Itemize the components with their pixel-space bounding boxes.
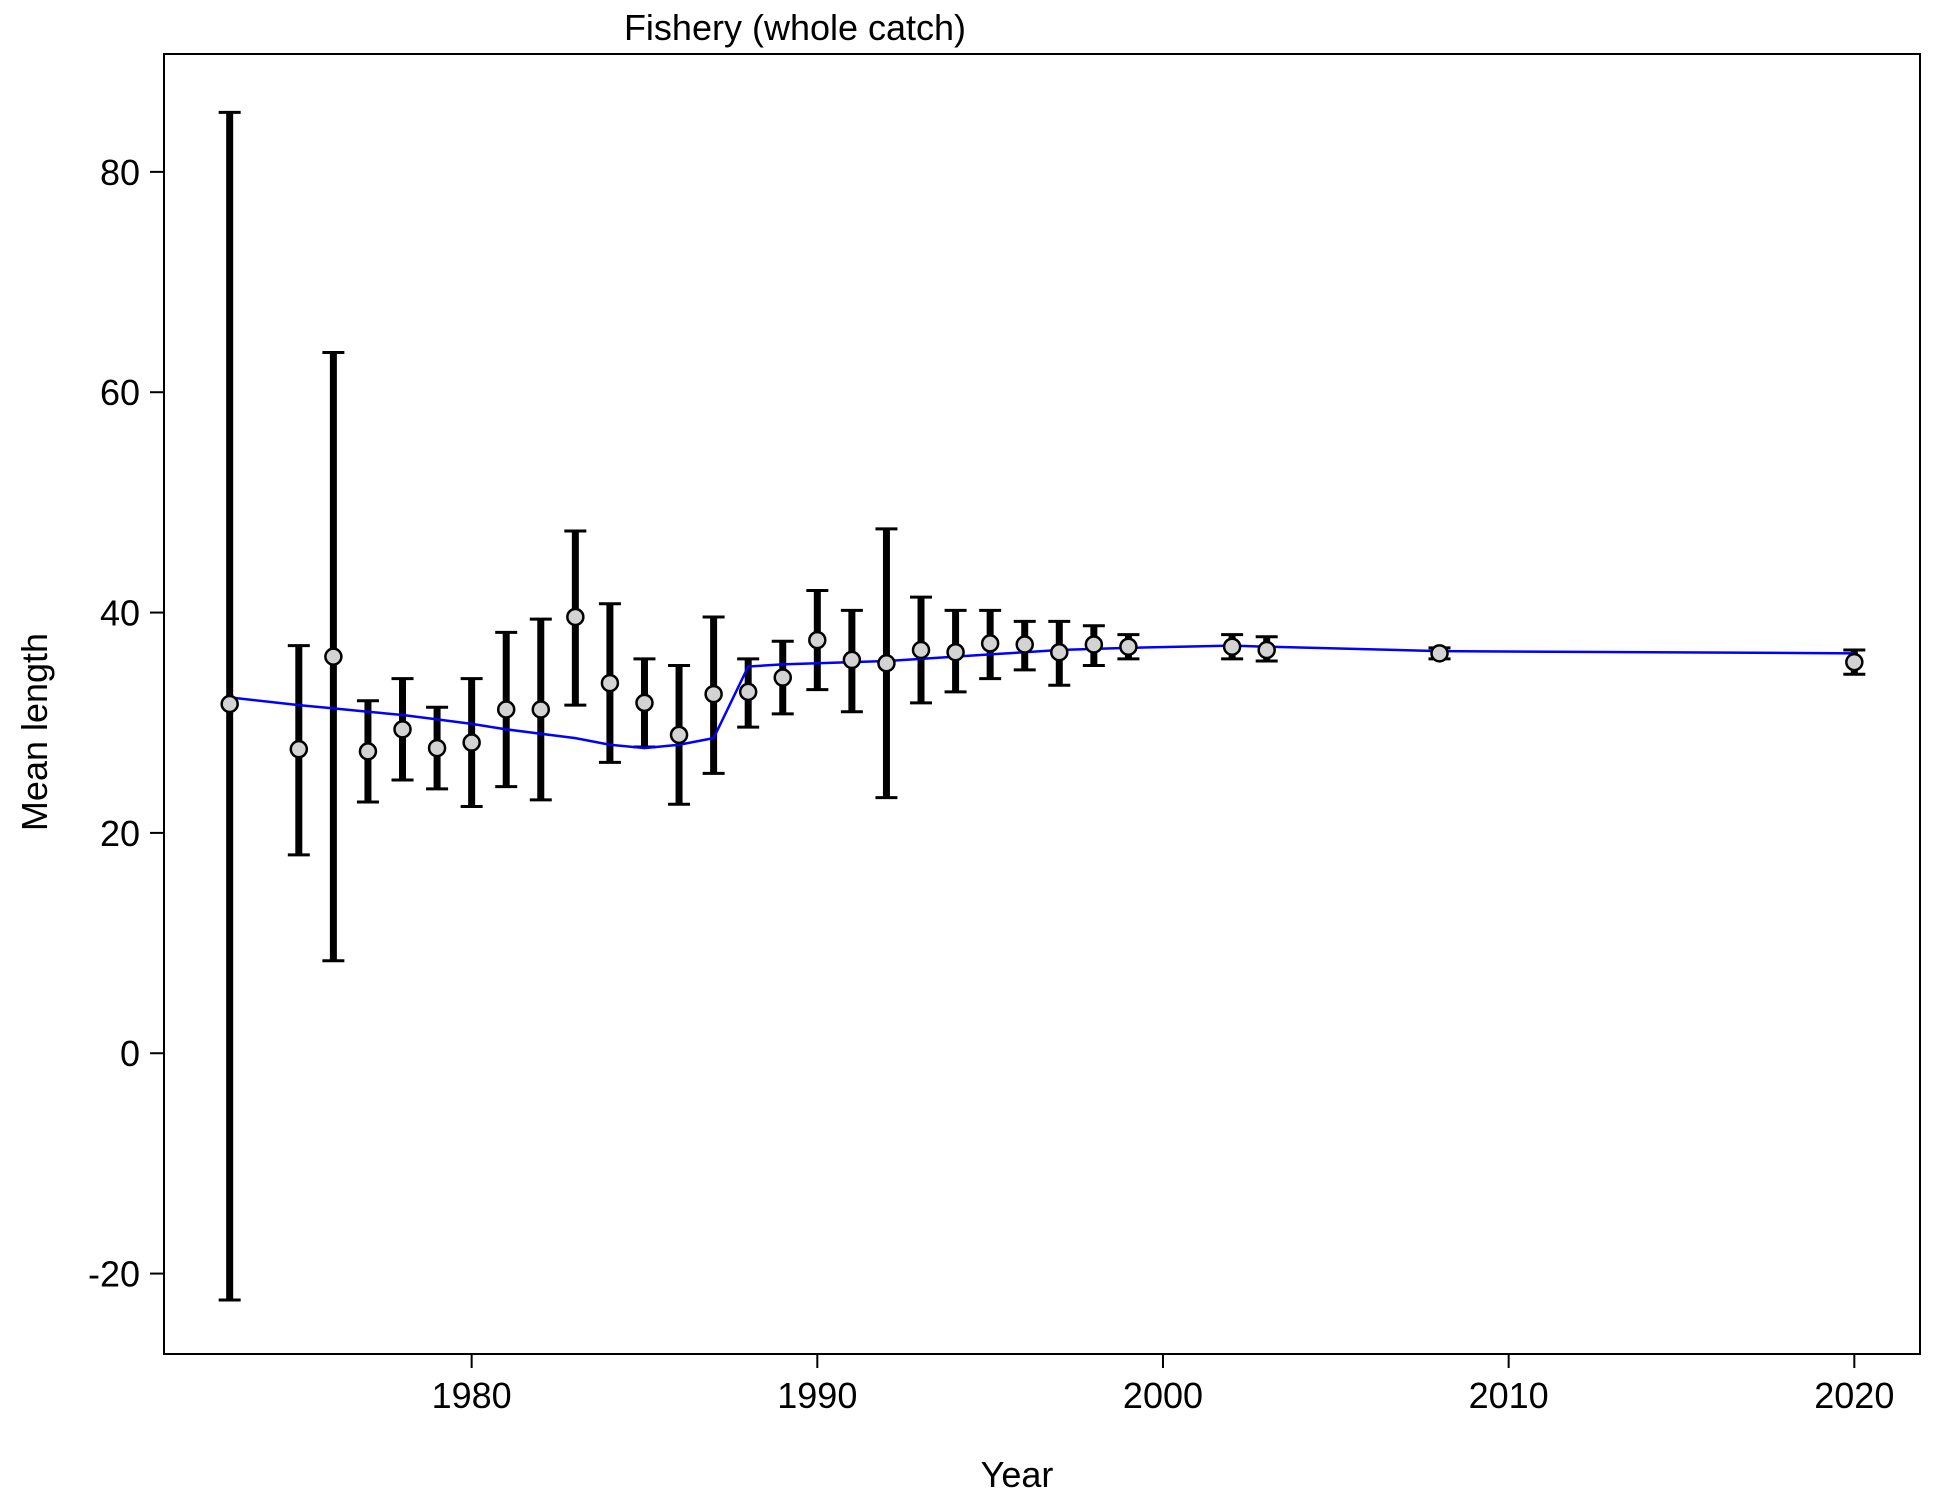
- observed-point: [1015, 635, 1034, 654]
- observed-point: [462, 733, 481, 752]
- observed-point: [877, 653, 896, 673]
- observed-point: [635, 693, 654, 713]
- observed-point: [531, 700, 551, 719]
- y-tick-label: 0: [120, 1033, 140, 1074]
- observed-point: [911, 640, 931, 660]
- plot-frame: [163, 53, 1921, 1355]
- observed-point: [393, 720, 412, 739]
- observed-point: [220, 694, 239, 714]
- observed-point: [1222, 637, 1242, 656]
- observed-point: [1845, 652, 1864, 672]
- observed-point: [842, 650, 862, 670]
- observed-point: [946, 642, 965, 662]
- error-bars: [218, 110, 1866, 1302]
- observed-point: [1257, 640, 1276, 660]
- x-tick-label: 1990: [777, 1375, 857, 1416]
- observed-point: [600, 673, 620, 693]
- x-tick-label: 2020: [1814, 1375, 1894, 1416]
- observed-points: [220, 607, 1864, 761]
- y-axis-label: Mean length: [14, 633, 55, 831]
- observed-point: [704, 684, 723, 704]
- y-tick-label: 80: [100, 152, 140, 193]
- observed-point: [324, 647, 343, 666]
- x-tick-label: 1980: [432, 1375, 512, 1416]
- observed-point: [358, 742, 378, 761]
- y-tick-label: 40: [100, 593, 140, 634]
- observed-point: [1430, 644, 1449, 663]
- observed-point: [427, 738, 447, 758]
- observed-point: [289, 739, 309, 759]
- y-tick-label: 60: [100, 372, 140, 413]
- x-tick-label: 2010: [1469, 1375, 1549, 1416]
- y-tick-label: 20: [100, 813, 140, 854]
- observed-point: [1084, 635, 1104, 654]
- observed-point: [738, 682, 758, 702]
- observed-point: [669, 725, 689, 745]
- observed-point: [773, 668, 792, 687]
- observed-point: [566, 607, 585, 627]
- observed-point: [980, 634, 1000, 653]
- observed-point: [1050, 642, 1069, 662]
- chart-title: Fishery (whole catch): [624, 7, 966, 48]
- x-tick-label: 2000: [1123, 1375, 1203, 1416]
- y-tick-label: -20: [88, 1254, 140, 1295]
- x-axis-label: Year: [981, 1454, 1054, 1495]
- observed-point: [808, 630, 827, 650]
- observed-point: [496, 700, 516, 719]
- observed-point: [1119, 637, 1138, 656]
- axes: 1980 1990 2000 2010 2020 -20 0 20 40 60 80: [88, 152, 1894, 1416]
